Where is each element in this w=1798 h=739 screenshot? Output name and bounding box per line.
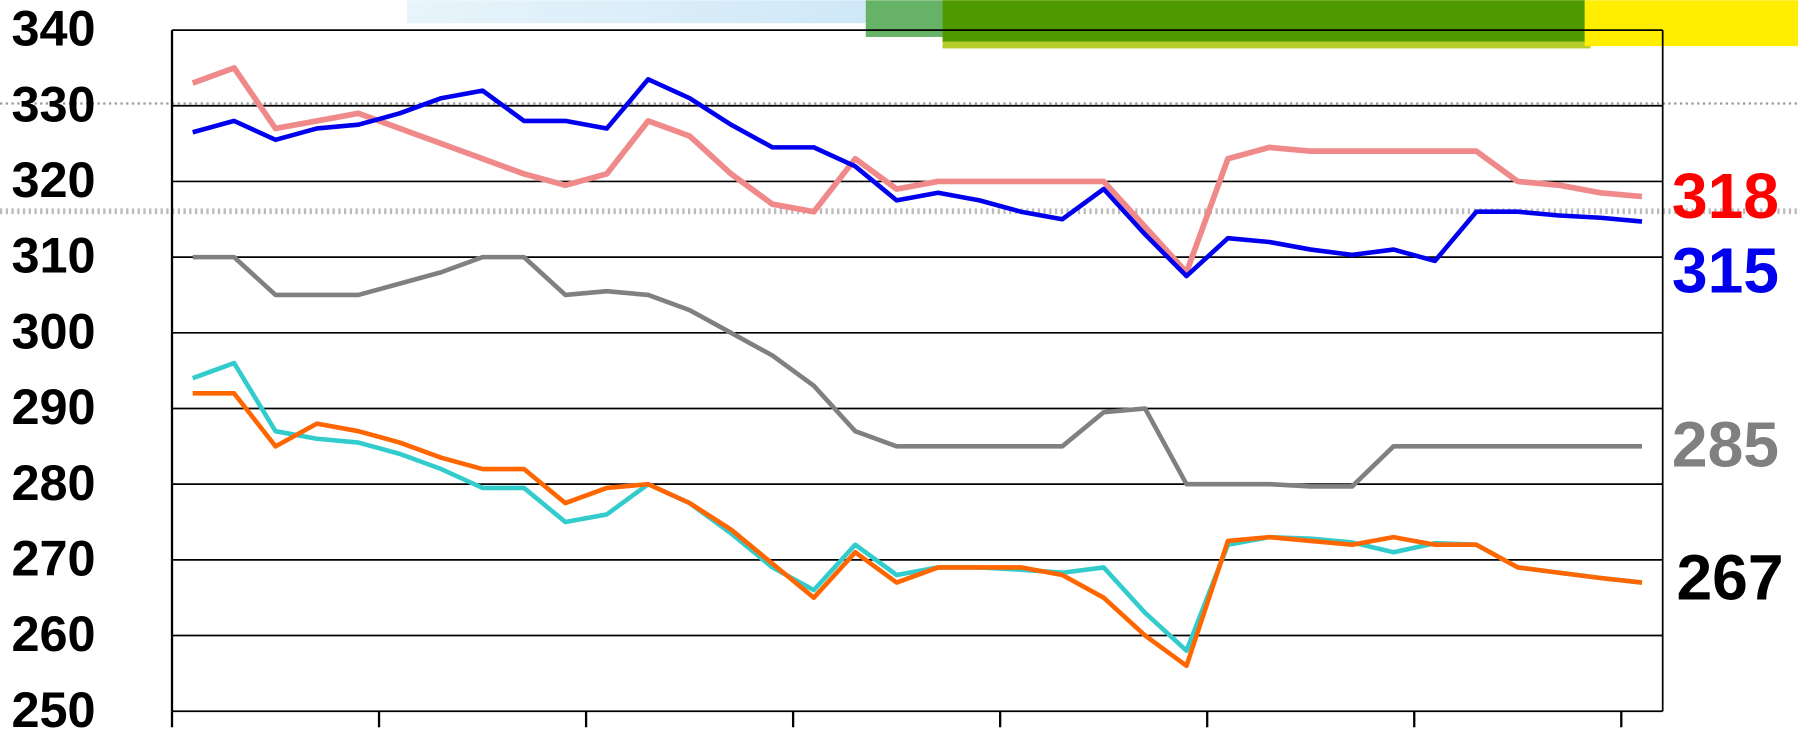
y-tick-label: 290	[11, 378, 95, 435]
series-line	[192, 76, 1643, 279]
y-tick-label: 280	[11, 454, 95, 511]
decor-band	[407, 0, 866, 24]
decor-band	[865, 0, 947, 37]
y-tick-label: 250	[11, 681, 95, 738]
y-tick-label: 300	[11, 302, 95, 359]
end-label: 318	[1672, 160, 1779, 232]
decor-band	[942, 0, 1585, 42]
y-tick-label: 260	[11, 605, 95, 662]
series-line	[192, 391, 1643, 669]
y-tick-label: 310	[11, 227, 95, 284]
series-line	[191, 65, 1643, 276]
end-label: 267	[1676, 542, 1783, 614]
end-label: 315	[1672, 234, 1779, 306]
y-tick-label: 340	[11, 0, 95, 57]
y-tick-label: 320	[11, 151, 95, 208]
y-tick-label: 330	[11, 75, 95, 132]
series-line	[192, 254, 1642, 489]
decor-band	[1584, 0, 1798, 47]
series-line	[191, 360, 1643, 653]
y-tick-label: 270	[11, 529, 95, 586]
end-label: 285	[1672, 409, 1779, 481]
